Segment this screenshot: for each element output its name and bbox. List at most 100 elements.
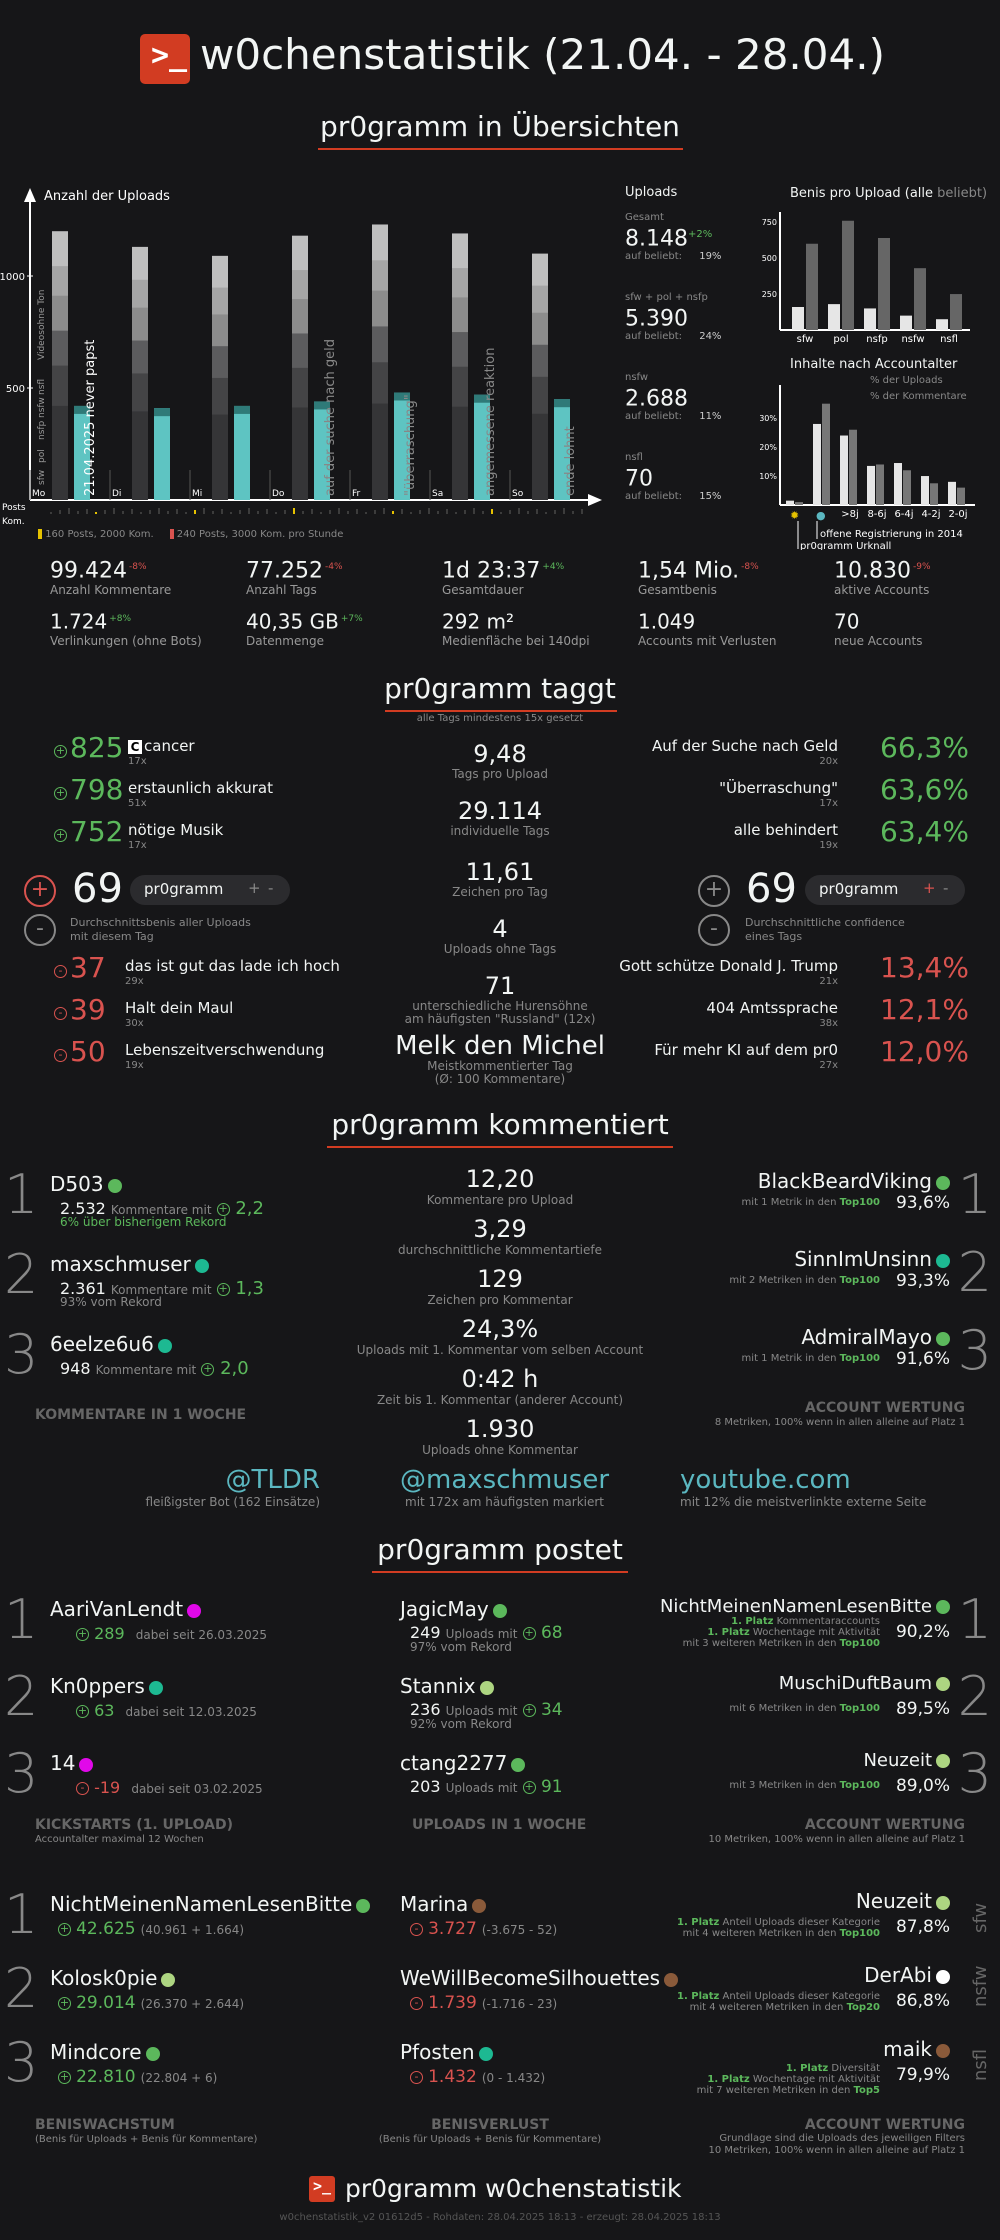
summary-stat: 1d 23:37 +4% Gesamtdauer [442,558,565,598]
summary-stat: 292 m² Medienfläche bei 140dpi [442,609,590,648]
age-bar-uploads [813,423,821,505]
benis-chart: 750 500 250 sfw pol nsfp nsfw nsfl [762,212,970,345]
avg-confidence-desc: Durchschnittliche confidence eines Tags [745,916,905,943]
user-rank-dot [148,1680,163,1695]
minus-circle-icon: - [76,1782,89,1795]
tag-pill-left[interactable]: pr0gramm + - [130,875,290,905]
summary-stat: 1,54 Mio. -8% Gesamtbenis [638,558,759,598]
activity-tick [185,512,187,514]
tags-subtitle: alle Tags mindestens 15x gesetzt [416,713,584,724]
minus-circle-icon: - [54,1007,67,1020]
activity-tick [509,510,511,514]
tag-stat: 71 unterschiedliche Hurensöhne am häufigst… [404,972,596,1026]
explosion-icon: ✹ [790,509,799,522]
vote-down-icon[interactable]: - [268,879,274,897]
benis-bar-all [828,304,840,330]
age-bar-comments [795,502,803,505]
user-rank-dot [511,1757,526,1772]
benis-loss-sub: (Benis für Uploads + Benis für Kommentar… [378,2134,602,2145]
activity-tick [113,508,115,514]
activity-tick [338,508,340,514]
activity-tick [518,508,520,514]
uploads-footer: UPLOADS IN 1 WOCHE [412,1817,587,1833]
minus-circle-button[interactable]: - [698,914,730,946]
activity-tick [266,509,268,514]
day-annotation: ende lohnt [563,426,578,496]
plus-circle-button[interactable]: + [698,875,730,907]
user-rank-dot [936,1253,950,1268]
section-title-overview: pr0gramm in Übersichten [320,110,680,143]
day-annotation: "überraschung" [403,394,418,496]
activity-tick [167,511,169,514]
age-bar-uploads [786,500,794,505]
upload-bar-nsfw-top [234,405,250,414]
activity-tick [95,512,97,514]
vote-down-icon[interactable]: - [943,879,949,897]
activity-tick [329,510,331,514]
category-label: 4-2j [921,509,940,520]
activity-tick [500,512,502,514]
activity-tick [464,510,466,514]
upload-bar-total [212,414,228,500]
tag-pill-label: pr0gramm [144,880,224,898]
benis-bar-beliebt [842,220,854,330]
highlight-link[interactable]: @maxschmuser mit 172x am häufigsten marki… [400,1465,610,1509]
plus-circle-icon: + [522,1626,536,1640]
chart-legend: 160 Posts, 2000 Kom. 240 Posts, 3000 Kom… [38,529,343,540]
comment-stat: 24,3% Uploads mit 1. Kommentar vom selben… [356,1315,644,1357]
age-bar-comments [957,487,965,505]
plus-circle-button[interactable]: + [24,875,56,907]
category-label: >8j [841,509,859,520]
minus-circle-icon: - [410,2071,423,2084]
activity-tick [527,511,529,514]
user-rank-dot [936,1754,950,1768]
vote-up-icon[interactable]: + [923,879,936,897]
summary-stat: 10.830 -9% aktive Accounts [834,558,931,598]
comments-footer: KOMMENTARE IN 1 WOCHE [35,1407,247,1423]
minus-circle-button[interactable]: - [24,914,56,946]
upload-bar-nsfw-top [154,408,170,417]
activity-tick [446,509,448,514]
user-rank-dot [157,1338,172,1353]
user-rank-dot [107,1178,122,1193]
upload-bar-nsfw-top [314,401,330,410]
activity-tick [158,508,160,514]
category-label: 8-6j [867,509,886,520]
plus-circle-icon: + [76,1704,89,1718]
activity-tick [212,511,214,514]
uploads-chart: Anzahl der Uploads 1000 500 Mo Di Mi Do Fr Sa So 2… [0,188,602,527]
activity-tick [149,510,151,514]
upload-stat: Gesamt 8.148+2% auf beliebt: 19% [625,212,722,263]
activity-tick [437,511,439,514]
highlight-link[interactable]: youtube.com mit 12% die meistverlinkte ex… [680,1465,927,1509]
activity-tick [221,509,223,514]
day-label: Mo [32,489,46,499]
account-rating-sub: Grundlage sind die Uploads des jeweilige… [708,2133,965,2156]
avg-benis-desc: Durchschnittsbenis aller Uploads mit dies… [70,916,251,943]
kickstarts-footer: KICKSTARTS (1. UPLOAD) [35,1817,233,1833]
activity-tick [401,509,403,514]
activity-tick [275,512,277,514]
section-title-tags: pr0gramm taggt [384,672,616,705]
benis-bar-all [936,319,948,330]
highlight-link[interactable]: @TLDR fleißigster Bot (162 Einsätze) [145,1465,320,1509]
activity-tick [554,510,556,514]
layer-label: nsfw [37,397,47,418]
tag-pill-right[interactable]: pr0gramm + - [805,875,965,905]
plus-circle-icon: + [58,2070,71,2084]
day-label: Sa [432,489,443,499]
category-label: nsfw [901,334,924,345]
y-tick-label: 30% [760,414,777,423]
layer-label: sfw [37,470,47,485]
comment-stat: 0:42 h Zeit bis 1. Kommentar (anderer Acc… [376,1365,624,1407]
activity-tick [293,508,295,514]
category-label: pol [833,334,848,345]
vote-up-icon[interactable]: + [248,879,261,897]
upload-bar-nsfw [314,401,330,500]
age-bar-comments [876,464,884,505]
age-bar-uploads [921,476,929,505]
age-chart-title: Inhalte nach Accountalter [790,357,958,372]
activity-tick [581,509,583,514]
activity-tick [491,509,493,514]
filter-label: sfw [970,1902,991,1933]
